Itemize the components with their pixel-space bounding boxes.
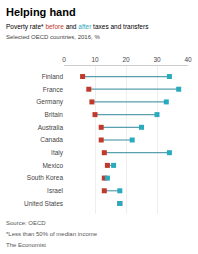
svg-text:France: France bbox=[43, 85, 64, 92]
svg-text:Poverty rate* before and after: Poverty rate* before and after taxes and… bbox=[6, 23, 149, 31]
svg-text:Finland: Finland bbox=[42, 73, 64, 80]
svg-text:40: 40 bbox=[184, 56, 192, 63]
svg-text:0: 0 bbox=[62, 56, 66, 63]
svg-text:The Economist: The Economist bbox=[6, 242, 46, 248]
svg-text:*Less than 50% of median incom: *Less than 50% of median income bbox=[6, 231, 98, 237]
svg-text:10: 10 bbox=[91, 56, 99, 63]
svg-text:Mexico: Mexico bbox=[42, 162, 63, 169]
svg-text:Britain: Britain bbox=[45, 111, 64, 118]
svg-text:Israel: Israel bbox=[47, 187, 63, 194]
svg-text:Canada: Canada bbox=[40, 136, 63, 143]
svg-text:Italy: Italy bbox=[51, 149, 64, 157]
svg-text:30: 30 bbox=[153, 56, 161, 63]
svg-text:Helping hand: Helping hand bbox=[6, 6, 76, 18]
svg-text:South Korea: South Korea bbox=[27, 174, 64, 181]
svg-text:Australia: Australia bbox=[38, 124, 64, 131]
svg-text:United States: United States bbox=[24, 200, 64, 207]
svg-text:Germany: Germany bbox=[36, 98, 63, 106]
svg-text:20: 20 bbox=[122, 56, 130, 63]
svg-text:Selected OECD countries, 2016,: Selected OECD countries, 2016, % bbox=[6, 34, 100, 40]
svg-text:Source: OECD: Source: OECD bbox=[6, 220, 46, 226]
